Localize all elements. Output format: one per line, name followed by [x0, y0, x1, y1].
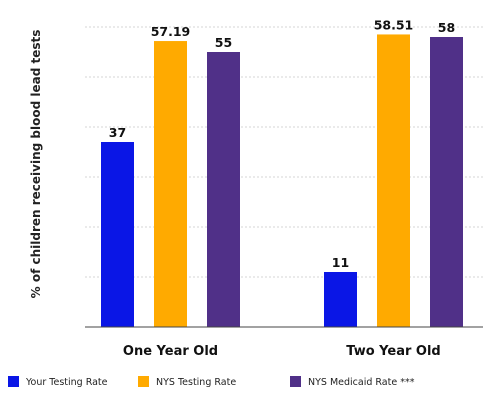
x-tick-label: One Year Old: [123, 344, 218, 359]
gridlines: [85, 26, 483, 278]
data-label: 58: [438, 20, 455, 35]
bars: [101, 34, 463, 328]
bar: [207, 52, 240, 327]
bar: [154, 41, 187, 328]
legend-entry: NYS Medicaid Rate ***: [308, 377, 415, 388]
data-labels: 37 57.19 55 11 58.51 58: [109, 17, 455, 270]
x-axis-tick-labels: One Year Old Two Year Old: [123, 344, 441, 359]
legend: Your Testing Rate NYS Testing Rate NYS Med…: [8, 376, 415, 388]
bar: [324, 272, 357, 327]
data-label: 57.19: [151, 24, 191, 39]
x-tick-label: Two Year Old: [346, 344, 440, 359]
bar: [430, 37, 463, 327]
legend-swatch: [290, 376, 301, 387]
bar: [377, 34, 410, 327]
legend-swatch: [138, 376, 149, 387]
data-label: 11: [332, 255, 349, 270]
legend-swatch: [8, 376, 19, 387]
data-label: 37: [109, 125, 126, 140]
legend-entry: Your Testing Rate: [25, 377, 108, 388]
legend-entry: NYS Testing Rate: [156, 377, 236, 388]
data-label: 58.51: [374, 17, 414, 32]
y-axis-label: % of children receiving blood lead tests: [29, 30, 43, 299]
bar: [101, 142, 134, 327]
data-label: 55: [215, 35, 232, 50]
